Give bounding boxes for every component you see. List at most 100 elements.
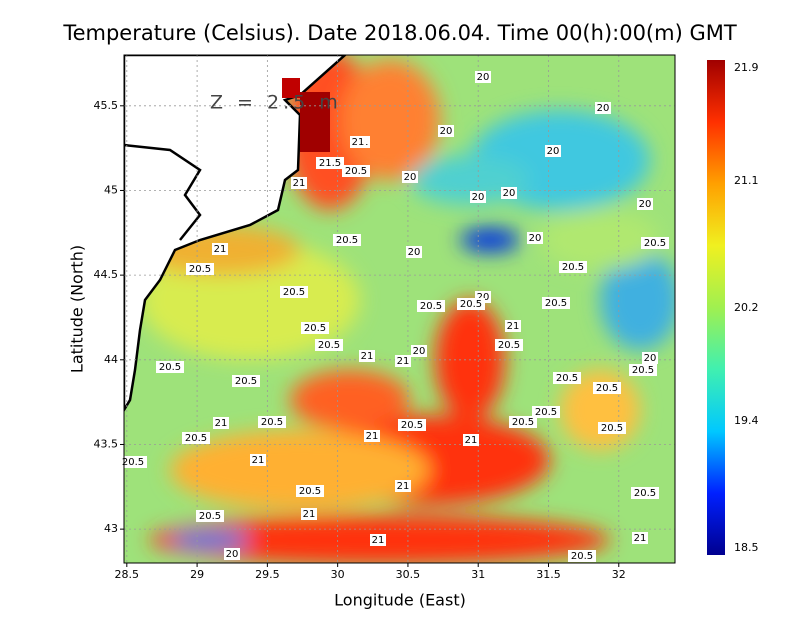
colorbar bbox=[707, 60, 725, 555]
x-axis-label: Longitude (East) bbox=[334, 591, 466, 610]
contour-label: 20.5 bbox=[189, 264, 211, 275]
x-tick-label: 29.5 bbox=[255, 568, 280, 581]
contour-label: 20.5 bbox=[512, 417, 534, 428]
contour-label: 20.5 bbox=[318, 340, 340, 351]
contour-label-box bbox=[156, 361, 184, 373]
contour-label-box bbox=[250, 454, 266, 466]
contour-label: 21 bbox=[372, 535, 385, 546]
y-tick-label: 44.5 bbox=[94, 268, 119, 281]
contour-label: 20.5 bbox=[556, 373, 578, 384]
x-tick-label: 31 bbox=[471, 568, 485, 581]
contour-label-box bbox=[364, 430, 380, 442]
contour-label-box bbox=[501, 187, 517, 199]
contour-label: 20 bbox=[408, 247, 421, 258]
contour-label: 20.5 bbox=[498, 340, 520, 351]
contour-label-box bbox=[553, 372, 581, 384]
contour-label-box bbox=[532, 406, 560, 418]
contour-label-box bbox=[438, 125, 454, 137]
colorbar-tick-label: 19.4 bbox=[734, 414, 759, 427]
contour-label-box bbox=[505, 320, 521, 332]
contour-label: 21 bbox=[397, 356, 410, 367]
contour-label: 20 bbox=[226, 549, 239, 560]
contour-label: 20.5 bbox=[345, 166, 367, 177]
contour-label-box bbox=[559, 261, 587, 273]
contour-label-box bbox=[315, 339, 343, 351]
contour-label: 20 bbox=[477, 292, 490, 303]
contour-label: 20.5 bbox=[535, 407, 557, 418]
plot-frame bbox=[123, 54, 676, 564]
y-axis-label: Latitude (North) bbox=[68, 245, 87, 373]
contour-label-box bbox=[637, 198, 653, 210]
contour-label-box bbox=[402, 171, 418, 183]
x-tick-label: 29 bbox=[190, 568, 204, 581]
contour-label: 20 bbox=[639, 199, 652, 210]
contour-label-box bbox=[598, 422, 626, 434]
contour-label: 20.5 bbox=[304, 323, 326, 334]
contour-label-box bbox=[641, 237, 669, 249]
contour-label-box bbox=[342, 165, 370, 177]
x-tick-label: 28.5 bbox=[115, 568, 140, 581]
contour-label: 20 bbox=[597, 103, 610, 114]
contour-label-box bbox=[406, 246, 422, 258]
contour-label: 20.5 bbox=[185, 433, 207, 444]
contour-label-box bbox=[595, 102, 611, 114]
contour-label: 20.5 bbox=[460, 299, 482, 310]
contour-label: 20 bbox=[404, 172, 417, 183]
contour-label: 20.5 bbox=[420, 301, 442, 312]
contour-label: 20.5 bbox=[401, 420, 423, 431]
contour-label-box bbox=[301, 322, 329, 334]
contour-label-box bbox=[224, 548, 240, 560]
contour-label-box bbox=[542, 297, 570, 309]
contour-label-box bbox=[196, 510, 224, 522]
contour-label: 20 bbox=[413, 346, 426, 357]
contour-label: 20.5 bbox=[562, 262, 584, 273]
contour-label-box bbox=[470, 191, 486, 203]
colorbar-tick-label: 21.1 bbox=[734, 174, 759, 187]
contour-label: 20.5 bbox=[159, 362, 181, 373]
contour-label: 21 bbox=[397, 481, 410, 492]
contour-label-box bbox=[642, 352, 658, 364]
colorbar-tick-label: 20.2 bbox=[734, 301, 759, 314]
y-tick-label: 44 bbox=[104, 353, 118, 366]
contour-label-box bbox=[395, 355, 411, 367]
contour-label-box bbox=[509, 416, 537, 428]
contour-label-box bbox=[398, 419, 426, 431]
contour-label-box bbox=[457, 298, 485, 310]
contour-label: 21 bbox=[352, 137, 365, 148]
contour-label: 20 bbox=[503, 188, 516, 199]
colorbar-tick-label: 21.9 bbox=[734, 61, 759, 74]
contour-label-box bbox=[119, 456, 147, 468]
contour-label: 20.5 bbox=[261, 417, 283, 428]
contour-label: 20.5 bbox=[601, 423, 623, 434]
contour-label: 21 bbox=[634, 533, 647, 544]
contour-label: 21 bbox=[252, 455, 265, 466]
contour-label-box bbox=[568, 550, 596, 562]
contour-label-box bbox=[333, 234, 361, 246]
contour-label: 20.5 bbox=[283, 287, 305, 298]
contour-label: 20.5 bbox=[122, 457, 144, 468]
contour-label: 21 bbox=[507, 321, 520, 332]
x-tick-label: 32 bbox=[612, 568, 626, 581]
contour-label-box bbox=[411, 345, 427, 357]
contour-label-box bbox=[182, 432, 210, 444]
contour-label-box bbox=[527, 232, 543, 244]
y-tick-label: 43.5 bbox=[94, 437, 119, 450]
contour-label: 20.5 bbox=[545, 298, 567, 309]
contour-label: 21 bbox=[361, 351, 374, 362]
contour-labels: 202020212021.520.5202120202020.5202020.5… bbox=[119, 71, 669, 562]
contour-label-box bbox=[370, 534, 386, 546]
x-tick-label: 31.5 bbox=[536, 568, 561, 581]
x-tick-label: 30.5 bbox=[396, 568, 421, 581]
contour-label-box bbox=[463, 434, 479, 446]
contour-label: 20.5 bbox=[235, 376, 257, 387]
contour-label-box bbox=[359, 350, 375, 362]
contour-label-box bbox=[186, 263, 214, 275]
contour-label: 21.5 bbox=[319, 158, 341, 169]
contour-label-box bbox=[475, 71, 491, 83]
contour-label: 21 bbox=[215, 418, 228, 429]
contour-label: 20.5 bbox=[644, 238, 666, 249]
depth-annotation: Z = 2.5 m bbox=[210, 92, 342, 114]
contour-label-box bbox=[417, 300, 445, 312]
contour-label-box bbox=[316, 157, 344, 169]
contour-label: 20 bbox=[644, 353, 657, 364]
